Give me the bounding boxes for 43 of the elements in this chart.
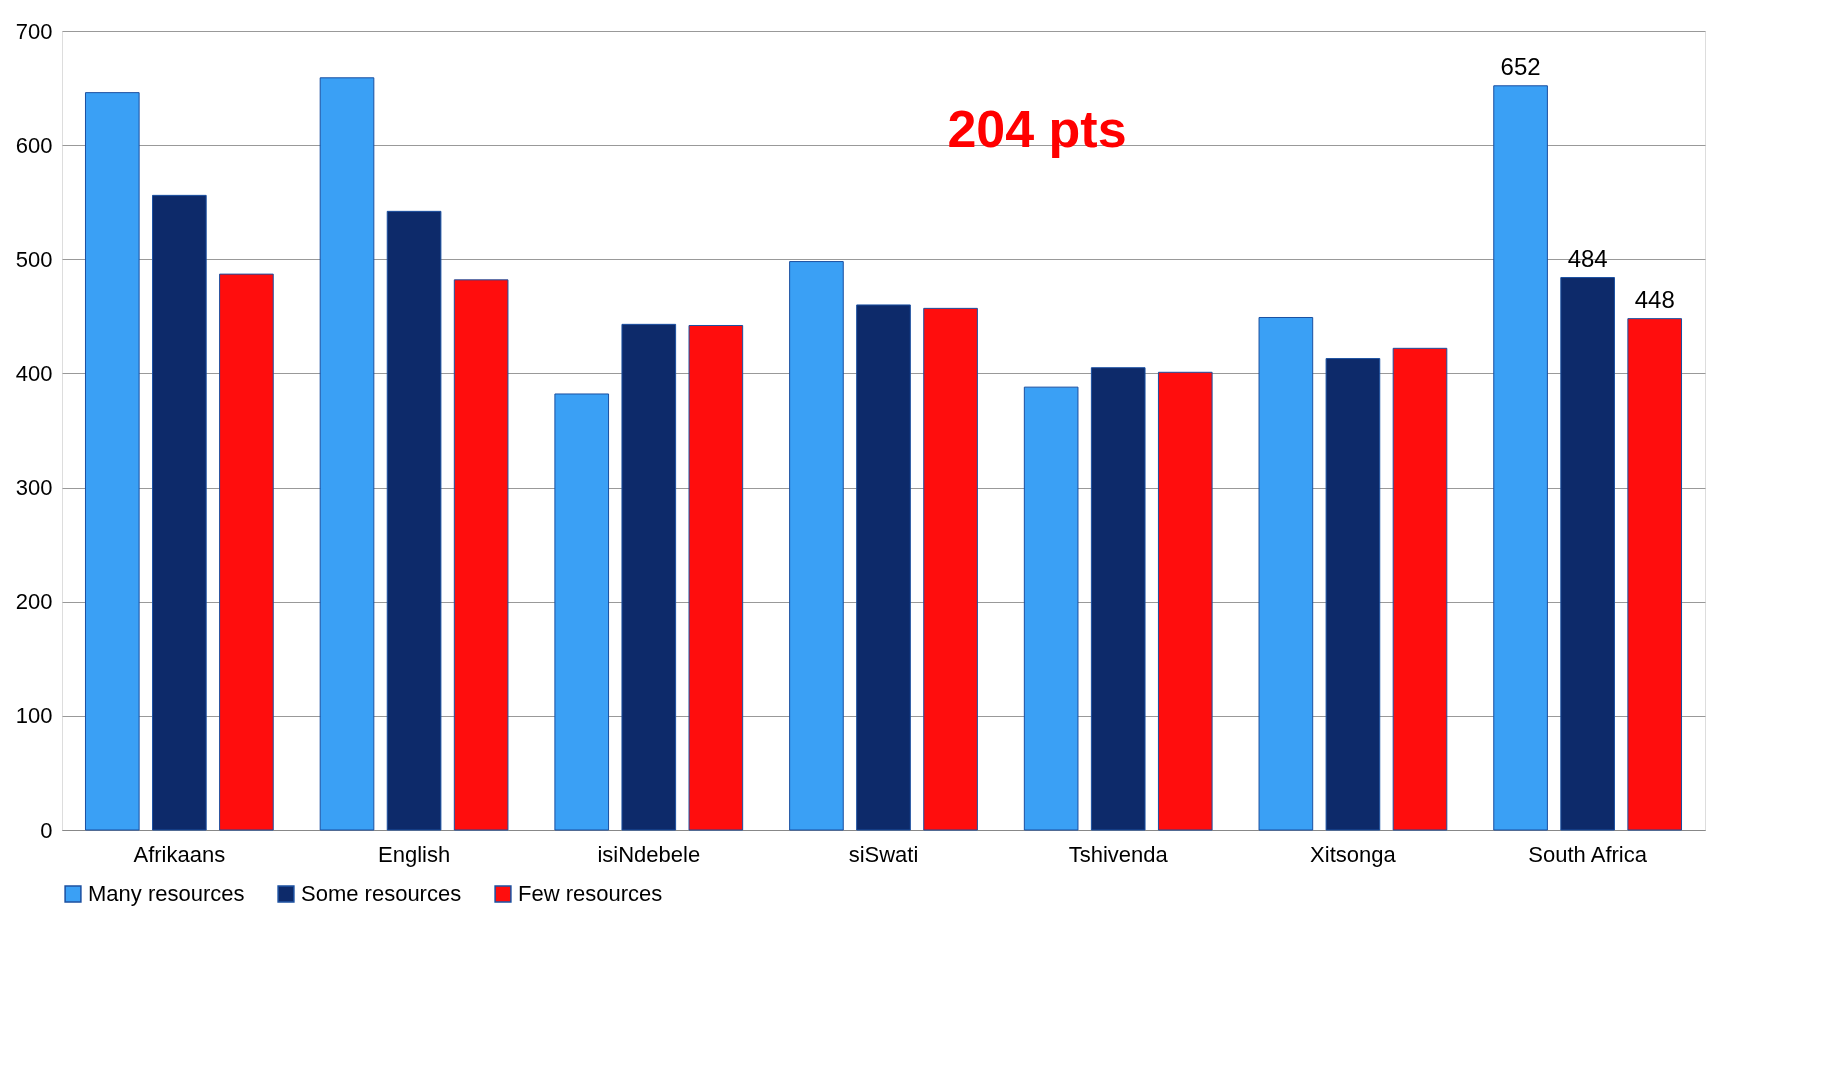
bar: [1258, 317, 1314, 831]
y-tick-label: 500: [15, 246, 53, 272]
bar: [688, 324, 744, 831]
y-tick-label: 700: [15, 18, 53, 44]
x-tick-label: Tshivenda: [1068, 841, 1169, 867]
legend-label: Many resources: [88, 881, 245, 906]
bar: [1023, 386, 1079, 831]
data-label: 448: [1634, 285, 1675, 313]
bar: [554, 393, 610, 831]
bar: [923, 307, 978, 831]
bar: [453, 279, 509, 831]
bar: [1560, 277, 1615, 831]
bar: [1493, 85, 1548, 831]
y-tick-label: 100: [15, 703, 53, 729]
annotation: 204 pts: [947, 100, 1127, 158]
data-label: 484: [1567, 244, 1608, 272]
legend-label: Few resources: [518, 881, 663, 906]
bar: [84, 92, 140, 831]
bar: [1157, 371, 1213, 831]
y-tick-label: 600: [15, 132, 53, 158]
x-tick-label: isiNdebele: [597, 841, 701, 867]
data-label: 652: [1500, 52, 1541, 80]
bar: [319, 77, 375, 831]
y-tick-label: 300: [15, 475, 53, 501]
bar: [1392, 347, 1448, 831]
bar: [621, 323, 677, 831]
x-tick-label: English: [377, 841, 451, 867]
y-tick-label: 200: [15, 589, 53, 615]
bar: [219, 273, 274, 831]
x-tick-label: South Africa: [1528, 841, 1648, 867]
bar: [152, 194, 207, 831]
x-tick-label: Xitsonga: [1310, 841, 1397, 867]
bar: [1627, 318, 1683, 831]
bar: [856, 304, 911, 831]
x-tick-label: siSwati: [848, 841, 919, 867]
bar: [789, 261, 844, 831]
y-tick-label: 0: [40, 817, 53, 843]
bar: [1090, 367, 1146, 831]
x-tick-label: Afrikaans: [133, 841, 226, 867]
legend-label: Some resources: [301, 881, 462, 906]
bar: [386, 210, 442, 831]
y-tick-label: 400: [15, 360, 53, 386]
bar: [1325, 358, 1381, 831]
